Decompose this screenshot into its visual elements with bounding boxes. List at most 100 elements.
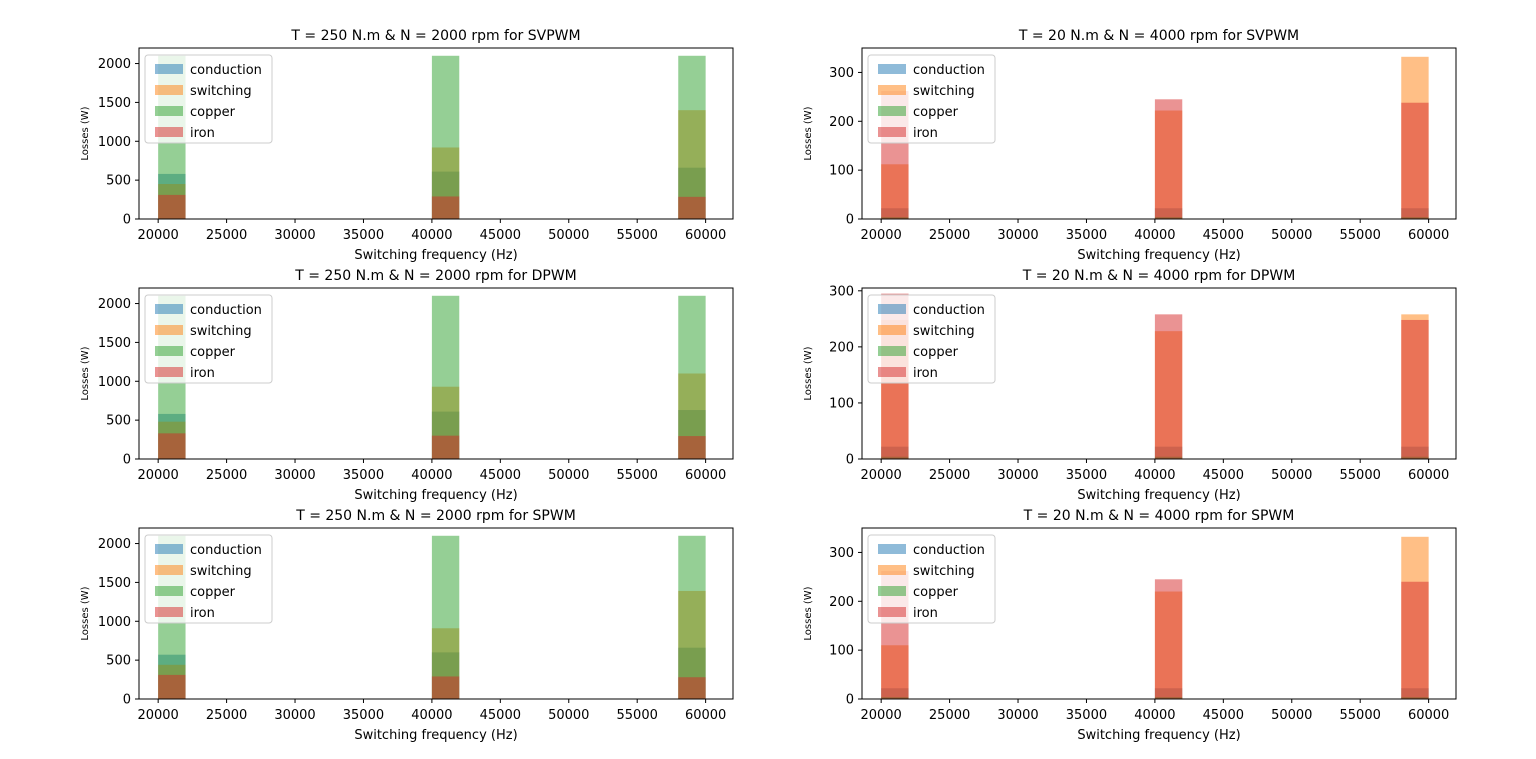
x-tick-label: 60000	[685, 228, 726, 243]
legend-label-copper: copper	[913, 345, 959, 360]
x-tick-label: 40000	[1134, 228, 1175, 243]
x-tick-label: 35000	[343, 468, 384, 483]
legend-label-iron: iron	[913, 606, 938, 621]
y-tick-label: 1500	[98, 576, 131, 591]
x-tick-label: 40000	[1134, 708, 1175, 723]
x-tick-label: 40000	[411, 228, 452, 243]
legend-swatch-copper	[878, 346, 906, 356]
x-tick-label: 50000	[1271, 708, 1312, 723]
legend-swatch-switching	[878, 325, 906, 335]
subplot-1: 20000 25000 30000 35000 40000 45000 50000 55000…	[80, 28, 734, 263]
x-axis-label: Switching frequency (Hz)	[354, 248, 517, 263]
x-tick-label: 50000	[1271, 228, 1312, 243]
y-tick-label: 2000	[98, 297, 131, 312]
legend-swatch-switching	[155, 565, 183, 575]
x-tick-label: 60000	[685, 468, 726, 483]
legend-label-conduction: conduction	[913, 303, 985, 318]
x-tick-label: 45000	[1203, 468, 1244, 483]
chart-title: T = 20 N.m & N = 4000 rpm for SVPWM	[1018, 28, 1299, 44]
legend-label-switching: switching	[913, 564, 975, 579]
legend-label-switching: switching	[913, 324, 975, 339]
bar-iron-2	[431, 676, 460, 699]
bar-iron-1	[158, 674, 186, 699]
legend: conduction switching copper iron	[144, 534, 273, 624]
legend-label-iron: iron	[913, 366, 938, 381]
legend-swatch-iron	[878, 607, 906, 617]
legend-label-iron: iron	[913, 126, 938, 141]
x-tick-label: 20000	[860, 468, 901, 483]
legend-label-conduction: conduction	[913, 543, 985, 558]
y-tick-label: 500	[106, 414, 131, 429]
y-tick-label: 200	[829, 595, 854, 610]
legend-label-switching: switching	[190, 84, 252, 99]
bar-iron-2	[1154, 99, 1183, 219]
x-tick-label: 45000	[480, 228, 521, 243]
x-tick-label: 50000	[548, 708, 589, 723]
legend-swatch-iron	[155, 607, 183, 617]
y-axis-label: Losses (W)	[803, 586, 814, 640]
legend-box	[144, 534, 273, 624]
y-axis-label: Losses (W)	[80, 346, 91, 400]
legend-swatch-switching	[878, 85, 906, 95]
legend-swatch-copper	[878, 586, 906, 596]
legend-label-copper: copper	[190, 585, 236, 600]
x-tick-label: 25000	[206, 708, 247, 723]
x-tick-label: 45000	[1203, 228, 1244, 243]
x-tick-label: 30000	[997, 228, 1038, 243]
x-tick-label: 60000	[1408, 468, 1449, 483]
bar-copper-2	[431, 55, 460, 219]
x-tick-label: 50000	[1271, 468, 1312, 483]
bar-iron-3	[678, 196, 706, 219]
bar-iron-2	[431, 196, 460, 219]
y-axis-label: Losses (W)	[80, 586, 91, 640]
legend-swatch-conduction	[878, 304, 906, 314]
legend-box	[867, 534, 996, 624]
x-tick-label: 60000	[685, 708, 726, 723]
bar-copper-3	[678, 295, 706, 459]
x-tick-label: 25000	[929, 708, 970, 723]
legend-label-copper: copper	[913, 585, 959, 600]
y-tick-label: 0	[123, 453, 131, 468]
x-tick-label: 30000	[274, 708, 315, 723]
y-tick-label: 1500	[98, 336, 131, 351]
legend-swatch-copper	[878, 106, 906, 116]
y-tick-label: 300	[829, 284, 854, 299]
x-tick-label: 30000	[997, 468, 1038, 483]
bar-copper-3	[678, 55, 706, 219]
subplot-5: 20000 25000 30000 35000 40000 45000 50000 55000…	[80, 508, 734, 743]
legend-swatch-conduction	[878, 64, 906, 74]
y-tick-label: 0	[846, 453, 854, 468]
x-tick-label: 20000	[137, 708, 178, 723]
legend-swatch-conduction	[155, 304, 183, 314]
legend-swatch-iron	[155, 127, 183, 137]
bar-copper-2	[431, 295, 460, 459]
y-tick-label: 0	[846, 693, 854, 708]
subplot-2: 20000 25000 30000 35000 40000 45000 50000 55000…	[803, 28, 1457, 263]
y-tick-label: 300	[829, 546, 854, 561]
legend: conduction switching copper iron	[867, 54, 996, 144]
bar-iron-2	[431, 435, 460, 459]
bar-iron-1	[158, 194, 186, 219]
legend-label-switching: switching	[190, 564, 252, 579]
legend-swatch-conduction	[878, 544, 906, 554]
x-tick-label: 25000	[206, 468, 247, 483]
y-tick-label: 100	[829, 164, 854, 179]
x-tick-label: 25000	[929, 228, 970, 243]
y-tick-label: 100	[829, 644, 854, 659]
x-axis-label: Switching frequency (Hz)	[1077, 248, 1240, 263]
y-tick-label: 500	[106, 174, 131, 189]
bar-iron-1	[158, 433, 186, 459]
subplot-6: 20000 25000 30000 35000 40000 45000 50000 55000…	[803, 508, 1457, 743]
legend-swatch-switching	[155, 85, 183, 95]
x-tick-label: 30000	[274, 228, 315, 243]
legend-label-conduction: conduction	[190, 63, 262, 78]
subplot-grid: 20000 25000 30000 35000 40000 45000 50000 55000…	[80, 28, 1457, 743]
y-tick-label: 300	[829, 66, 854, 81]
axes-frame	[861, 47, 1457, 220]
legend-label-copper: copper	[190, 345, 236, 360]
y-tick-label: 0	[123, 213, 131, 228]
legend-swatch-switching	[878, 565, 906, 575]
x-tick-label: 35000	[343, 708, 384, 723]
x-axis-label: Switching frequency (Hz)	[354, 488, 517, 503]
legend-label-iron: iron	[190, 126, 215, 141]
